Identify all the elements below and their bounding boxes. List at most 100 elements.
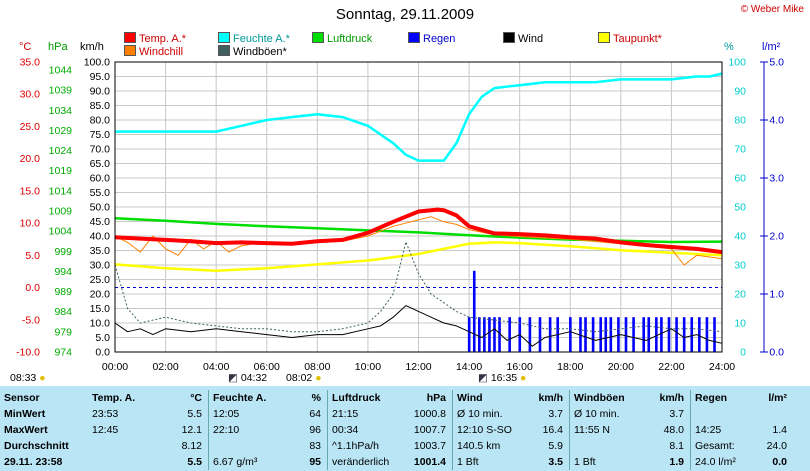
wind-tick-label: 40.0 — [90, 231, 111, 243]
legend-item-wind: Wind — [503, 32, 543, 45]
wind-tick-label: 15.0 — [90, 303, 111, 315]
rain-tick-label: 5.0 — [769, 57, 784, 69]
pressure-tick-label: 984 — [54, 306, 72, 318]
rain-bar — [569, 317, 572, 352]
legend-label: Windböen* — [233, 46, 287, 58]
col-unit: °C — [190, 392, 202, 404]
wind-tick-label: 0.0 — [95, 347, 110, 359]
cell: 1000.8 — [413, 408, 446, 420]
cell: 5.5 — [187, 408, 202, 420]
cell: 0.0 — [772, 456, 787, 468]
humidity-tick-label: 90 — [734, 86, 746, 98]
pressure-tick-label: 1009 — [49, 206, 73, 218]
humidity-tick-label: 0 — [740, 347, 746, 359]
rain-bar — [478, 317, 481, 352]
wind-tick-label: 5.0 — [95, 332, 110, 344]
cell: 3.7 — [669, 408, 684, 420]
sun-icon: ● — [39, 372, 46, 384]
x-tick-label: 14:00 — [456, 361, 482, 373]
pressure-tick-label: 999 — [54, 246, 72, 258]
moon-icon: ◩ — [478, 372, 488, 384]
humidity-tick-label: 100 — [728, 57, 746, 69]
legend-swatch — [124, 45, 136, 56]
wind-tick-label: 35.0 — [90, 245, 111, 257]
pressure-unit: hPa — [48, 41, 68, 53]
pressure-tick-label: 1034 — [49, 105, 73, 117]
cell — [88, 454, 162, 470]
col-unit: % — [311, 392, 321, 404]
wind-tick-label: 65.0 — [90, 158, 111, 170]
copyright-text: © Weber Mike — [740, 4, 804, 15]
rain-bar — [609, 317, 613, 352]
cell: 1003.7 — [413, 440, 446, 452]
cell: 22:10 — [208, 422, 285, 438]
rain-tick-label: 1.0 — [769, 289, 784, 301]
legend-label: Luftdruck — [327, 33, 373, 45]
legend-label: Windchill — [139, 46, 184, 58]
cell: Ø 10 min. — [569, 406, 650, 422]
col-head: Feuchte A. — [208, 390, 285, 406]
row-label: Durchschnitt — [4, 440, 69, 452]
rain-bar — [617, 317, 620, 352]
col-unit: l/m² — [768, 392, 787, 404]
col-head: Windböen — [569, 390, 650, 406]
cell: 8.12 — [181, 440, 202, 452]
legend-label: Regen — [423, 33, 456, 45]
cell: 24.0 l/m² — [690, 454, 757, 470]
humidity-tick-label: 20 — [734, 289, 746, 301]
x-tick-label: 10:00 — [355, 361, 381, 373]
col-head: Wind — [452, 390, 533, 406]
pressure-tick-label: 1019 — [49, 165, 73, 177]
col-head: Temp. A. — [92, 392, 136, 404]
pressure-tick-label: 1029 — [49, 125, 73, 137]
temp-tick-label: 0.0 — [25, 282, 40, 294]
wind-tick-label: 90.0 — [90, 86, 111, 98]
rain-bar — [483, 317, 486, 352]
pressure-tick-label: 989 — [54, 286, 72, 298]
humidity-tick-label: 50 — [734, 202, 746, 214]
moon-icon: ◩ — [228, 372, 238, 384]
legend-swatch — [124, 32, 136, 43]
pressure-tick-label: 994 — [54, 266, 72, 278]
legend-swatch — [598, 32, 610, 43]
rain-bar — [508, 317, 511, 352]
cell: 1007.7 — [413, 424, 446, 436]
cell: 8.1 — [669, 440, 684, 452]
rain-bar — [682, 317, 686, 352]
cell: 1001.4 — [413, 456, 446, 468]
series-line-windben — [114, 241, 723, 333]
humidity-tick-label: 10 — [734, 318, 746, 330]
cell — [208, 438, 285, 454]
x-tick-label: 22:00 — [658, 361, 684, 373]
rain-bar — [624, 317, 628, 352]
cell: 12:05 — [208, 406, 285, 422]
legend-label: Feuchte A.* — [233, 33, 290, 45]
legend-swatch — [312, 32, 324, 43]
x-tick-label: 06:00 — [254, 361, 280, 373]
weather-chart: 100.095.090.085.080.075.070.065.060.055.… — [16, 57, 784, 374]
cell: 12.1 — [181, 424, 202, 436]
moonrise-label: 16:35 — [490, 372, 518, 384]
series-line-tempa — [114, 207, 723, 255]
moonrise-time: ◩ 16:35 ● — [478, 372, 526, 384]
x-tick-label: 08:00 — [304, 361, 330, 373]
rain-bar — [528, 317, 532, 352]
cell: 24.0 — [766, 440, 787, 452]
cell: 12:45 — [92, 424, 119, 436]
sunrise-time: 08:33 ● — [10, 372, 46, 384]
stats-row-min: MinWert 23:53 5.5 12:05 64 21:15 1000.8 … — [4, 406, 791, 422]
moonset-label: 04:32 — [240, 372, 268, 384]
cell: 21:15 — [327, 406, 406, 422]
rain-tick-label: 0.0 — [769, 347, 784, 359]
rain-bar — [498, 317, 501, 352]
cell: 3.7 — [548, 408, 563, 420]
stats-row-current: 29.11. 23:58 5.5 6.67 g/m³ 95 veränderli… — [4, 454, 791, 470]
wind-unit: km/h — [80, 41, 104, 53]
stats-row-avg: Durchschnitt 8.12 83 ^1.1hPa/h 1003.7 14… — [4, 438, 791, 454]
stats-row-max: MaxWert 12:45 12.1 22:10 96 00:34 1007.7… — [4, 422, 791, 438]
pressure-tick-label: 1044 — [49, 65, 73, 77]
cell: 96 — [309, 424, 321, 436]
row-label: MaxWert — [4, 424, 48, 436]
cell: 14:25 — [690, 422, 757, 438]
x-tick-label: 04:00 — [203, 361, 229, 373]
